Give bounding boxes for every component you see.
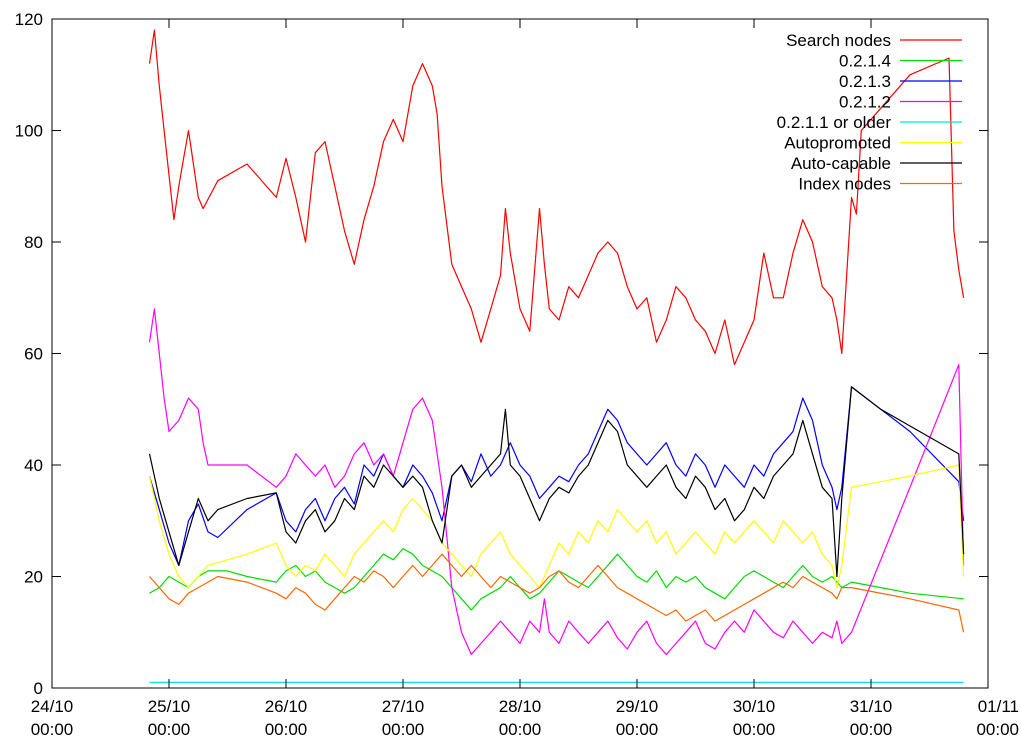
x-tick-date: 29/10	[616, 697, 659, 716]
x-tick-time: 00:00	[148, 720, 191, 739]
y-tick-label: 0	[34, 679, 43, 698]
y-tick-label: 100	[15, 122, 43, 141]
y-tick-label: 60	[24, 345, 43, 364]
x-tick-time: 00:00	[733, 720, 776, 739]
legend-label: Autopromoted	[784, 134, 891, 153]
x-tick-time: 00:00	[382, 720, 425, 739]
series-line-7	[149, 553, 965, 633]
x-tick-date: 28/10	[499, 697, 542, 716]
x-tick-date: 30/10	[733, 697, 776, 716]
legend-label: Search nodes	[786, 31, 891, 50]
y-tick-label: 80	[24, 233, 43, 252]
y-tick-label: 40	[24, 456, 43, 475]
legend-label: Index nodes	[798, 175, 891, 194]
x-tick-date: 24/10	[31, 697, 74, 716]
series-line-2	[148, 386, 965, 566]
series-line-0	[148, 29, 965, 366]
x-tick-date: 27/10	[382, 697, 425, 716]
x-axis: 24/10 00:00 25/10 00:00 26/10 00:00 27/10 00:00…	[31, 19, 1019, 739]
legend-label: 0.2.1.3	[839, 72, 891, 91]
legend-label: 0.2.1.2	[839, 93, 891, 112]
y-tick-label: 20	[24, 568, 43, 587]
x-tick-time: 00:00	[265, 720, 308, 739]
x-tick-date: 26/10	[265, 697, 308, 716]
x-tick-date: 01/11	[978, 697, 1019, 716]
y-tick-label: 120	[15, 10, 43, 29]
series-layer	[148, 29, 965, 683]
series-line-3	[148, 308, 965, 656]
x-tick-date: 25/10	[148, 697, 191, 716]
legend-label: 0.2.1.4	[839, 52, 891, 71]
series-line-5	[148, 464, 965, 589]
legend: Search nodes 0.2.1.40.2.1.3 0.2.1.20.2.1.1…	[777, 31, 962, 194]
series-line-1	[149, 548, 964, 611]
legend-label: 0.2.1.1 or older	[777, 113, 892, 132]
x-tick-date: 31/10	[850, 697, 893, 716]
x-tick-time: 00:00	[850, 720, 893, 739]
y-axis: 0 20 40 60 80 100 120	[15, 10, 988, 698]
legend-label: Auto-capable	[791, 154, 891, 173]
x-tick-time: 00:00	[976, 720, 1019, 739]
x-tick-time: 00:00	[31, 720, 74, 739]
series-line-6	[148, 386, 965, 578]
x-tick-time: 00:00	[616, 720, 659, 739]
x-tick-time: 00:00	[499, 720, 542, 739]
